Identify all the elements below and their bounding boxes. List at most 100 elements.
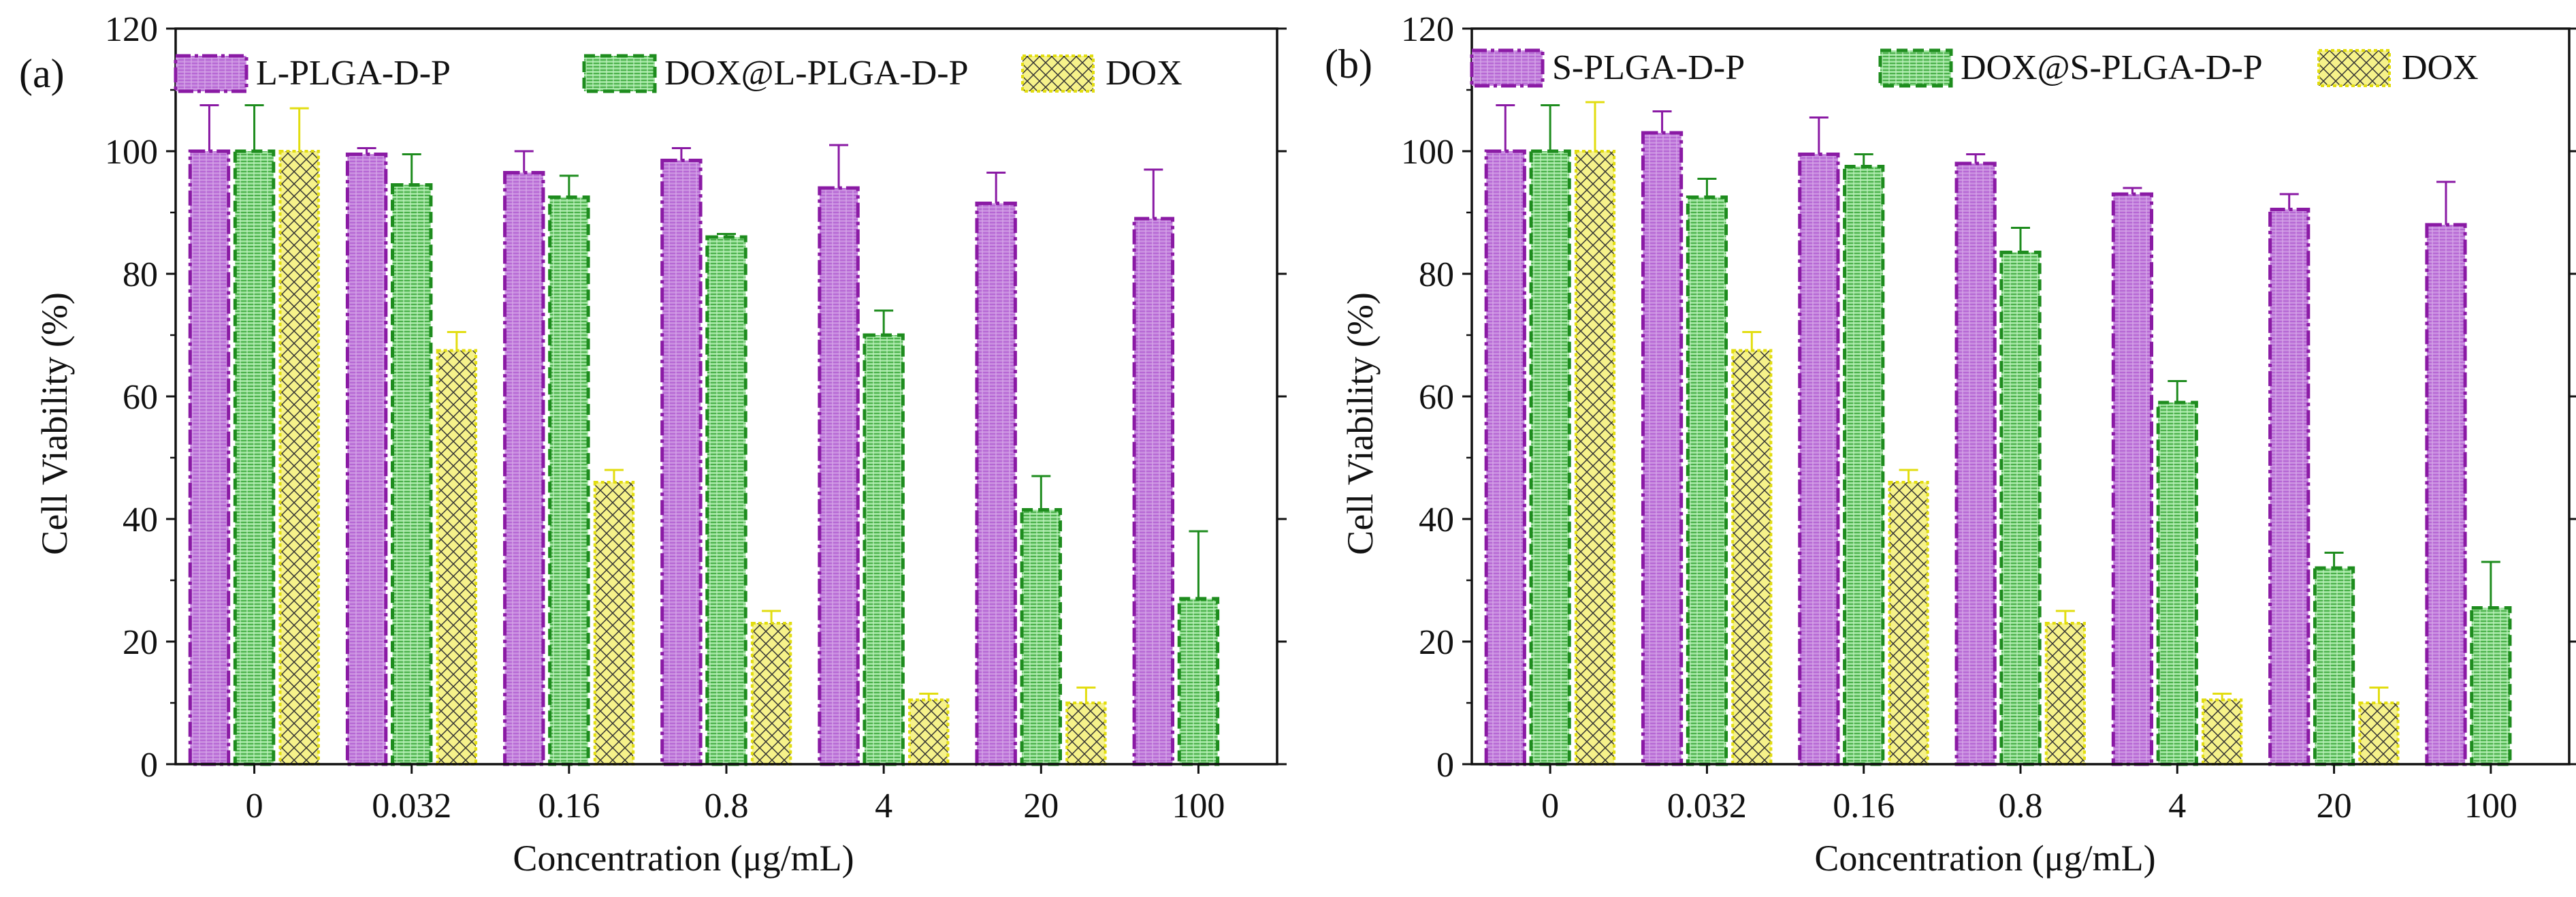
- x-tick-label: 100: [2464, 787, 2517, 825]
- bar: [1484, 149, 1526, 766]
- bar: [975, 202, 1017, 766]
- legend-label: DOX: [1106, 54, 1182, 93]
- y-tick-label: 80: [1419, 255, 1454, 294]
- error-bar: [2481, 561, 2500, 608]
- bar: [548, 195, 590, 766]
- error-bar: [919, 693, 939, 700]
- x-tick-label: 100: [1172, 787, 1225, 825]
- bar: [503, 171, 545, 766]
- x-tick-label: 0: [246, 787, 263, 825]
- panel-label: (b): [1325, 42, 1372, 86]
- bar: [1954, 161, 1997, 766]
- x-tick-label: 4: [2168, 787, 2186, 825]
- error-bar: [1966, 153, 1986, 163]
- x-tick-label: 20: [1023, 787, 1059, 825]
- error-bar: [2011, 227, 2030, 253]
- y-tick-label: 100: [1401, 133, 1454, 172]
- x-tick-label: 0.16: [1833, 787, 1895, 825]
- y-axis-label: Cell Viability (%): [1340, 292, 1381, 555]
- bar: [188, 149, 231, 766]
- y-tick-label: 120: [105, 10, 158, 49]
- y-tick-label: 20: [1419, 623, 1454, 662]
- plot-area: 0 0.032 0.16 0.8 4 20 100 0 20 40 60 80 100 120: [105, 10, 1287, 825]
- error-bar: [357, 147, 376, 155]
- bar: [908, 698, 950, 766]
- bar: [2358, 702, 2400, 766]
- y-tick-label: 120: [1401, 10, 1454, 49]
- error-bar: [199, 104, 219, 151]
- error-bar: [1031, 475, 1051, 510]
- error-bar: [1144, 168, 1163, 219]
- x-tick-label: 0.8: [705, 787, 749, 825]
- bar: [1529, 149, 1571, 766]
- error-bar: [986, 172, 1006, 204]
- bar: [436, 349, 478, 766]
- bar: [593, 481, 635, 766]
- legend-swatch-dox: [1021, 54, 1095, 93]
- legend: L-PLGA-D-P DOX@L-PLGA-D-P DOX: [174, 54, 1182, 93]
- bar: [1686, 195, 1728, 766]
- error-bar: [447, 331, 466, 351]
- error-bar: [1742, 331, 1762, 351]
- legend-swatch-dox-s-plga-d-p: [1878, 48, 1953, 88]
- error-bar: [762, 610, 782, 623]
- error-bar: [1496, 104, 1515, 151]
- bar: [2313, 566, 2355, 766]
- y-tick-label: 0: [140, 746, 158, 785]
- error-bar: [2168, 380, 2187, 403]
- error-bar: [2436, 180, 2456, 225]
- error-bar: [2324, 552, 2344, 568]
- error-bar: [1697, 178, 1717, 198]
- bar: [1641, 131, 1684, 766]
- bar: [2268, 208, 2311, 766]
- bar: [1574, 150, 1616, 766]
- error-bar: [2369, 687, 2389, 703]
- error-bar: [1899, 469, 1918, 482]
- bar: [2156, 400, 2198, 766]
- bar: [345, 153, 388, 766]
- x-axis-label: Concentration (μg/mL): [1814, 838, 2155, 879]
- panel-a: (a) 0 0.032 0.16 0.8 4 20 100 0 20 40 60 80 100 120 C…: [19, 10, 1287, 879]
- legend-label: S-PLGA-D-P: [1552, 48, 1745, 87]
- y-tick-label: 80: [123, 255, 158, 294]
- x-tick-label: 4: [875, 787, 892, 825]
- error-bar: [829, 144, 849, 188]
- legend-label: DOX: [2402, 48, 2479, 87]
- panel-b: (b) 0 0.032 0.16 0.8 4 20 100 0 20 40 60 80 100 120 C…: [1325, 10, 2576, 879]
- bar: [2111, 192, 2154, 766]
- legend-swatch-dox-l-plga-d-p: [582, 54, 657, 93]
- axes-frame: [1470, 27, 2571, 766]
- bar: [1888, 481, 1929, 766]
- error-bar: [2279, 193, 2299, 210]
- bar: [1065, 702, 1107, 766]
- x-tick-label: 0.032: [1667, 787, 1747, 825]
- bar: [1020, 508, 1062, 766]
- error-bar: [402, 153, 421, 185]
- error-bar: [2212, 693, 2232, 700]
- bar: [660, 159, 703, 766]
- y-axis-label: Cell Viability (%): [34, 292, 75, 555]
- error-bar: [1585, 101, 1605, 151]
- legend-swatch-dox: [2317, 49, 2391, 87]
- bar: [1999, 251, 2042, 766]
- error-bar: [1854, 153, 1873, 167]
- bar: [278, 150, 320, 766]
- axes-frame: [174, 27, 1278, 766]
- error-bar: [1652, 110, 1672, 133]
- error-bar: [244, 104, 264, 151]
- y-tick-label: 40: [123, 501, 158, 539]
- error-bar: [2055, 610, 2075, 623]
- bar: [2044, 622, 2086, 766]
- y-tick-label: 60: [1419, 378, 1454, 417]
- legend-swatch-s-plga-d-p: [1470, 48, 1545, 88]
- legend-label: DOX@S-PLGA-D-P: [1961, 48, 2263, 87]
- x-tick-label: 0.8: [1999, 787, 2043, 825]
- bar: [705, 235, 747, 766]
- bar: [2425, 223, 2467, 766]
- error-bar: [874, 309, 894, 335]
- bar: [1843, 165, 1885, 766]
- error-bar: [1541, 104, 1560, 151]
- bar: [863, 333, 905, 766]
- x-tick-label: 0: [1541, 787, 1559, 825]
